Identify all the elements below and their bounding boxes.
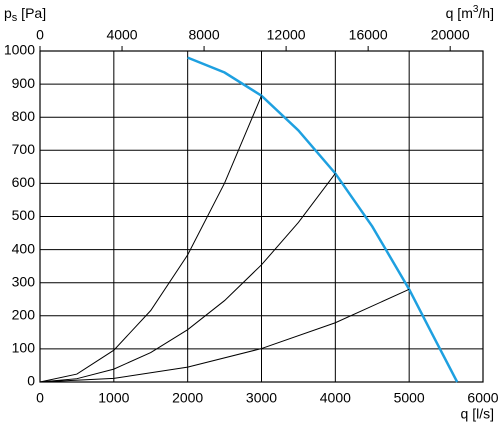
- x2-label-rest: /h]: [478, 5, 494, 21]
- x2-tick-label: 20000: [431, 27, 470, 43]
- y-tick-label: 100: [12, 340, 36, 356]
- system-curve: [39, 173, 336, 383]
- y-label-unit: [Pa]: [17, 5, 46, 21]
- x2-label-sup: 3: [473, 4, 479, 15]
- x2-label-main: q [m: [446, 5, 473, 21]
- y-label-sub: s: [12, 12, 18, 24]
- x-tick-label: 3000: [246, 390, 277, 406]
- x-tick-label: 2000: [172, 390, 203, 406]
- y-tick-label: 900: [12, 75, 36, 91]
- y-tick-label: 500: [12, 207, 36, 223]
- y-tick-label: 600: [12, 174, 36, 190]
- y-tick-label: 700: [12, 141, 36, 157]
- y-label-main: p: [4, 5, 12, 21]
- x2-tick-label: 0: [36, 27, 44, 43]
- y-tick-label: 800: [12, 108, 36, 124]
- x2-axis-label: q [m3/h]: [446, 4, 494, 21]
- y-tick-label: 300: [12, 273, 36, 289]
- x2-tick-label: 12000: [267, 27, 306, 43]
- x-tick-label: 5000: [394, 390, 425, 406]
- plot-frame: [39, 50, 484, 383]
- y-tick-label: 1000: [4, 42, 35, 58]
- system-curve: [39, 288, 410, 383]
- fan-curve: [187, 56, 459, 383]
- y-axis-label: ps [Pa]: [4, 5, 46, 24]
- x-tick-label: 6000: [467, 390, 498, 406]
- x-tick-label: 0: [36, 390, 44, 406]
- system-curve: [39, 95, 262, 383]
- y-tick-label: 0: [27, 373, 35, 389]
- x-tick-label: 1000: [98, 390, 129, 406]
- x2-tick-label: 8000: [188, 27, 219, 43]
- y-tick-label: 200: [12, 307, 36, 323]
- x-axis-label: q [l/s]: [461, 406, 494, 422]
- x2-tick-label: 16000: [349, 27, 388, 43]
- x2-tick-label: 4000: [106, 27, 137, 43]
- x-tick-label: 4000: [320, 390, 351, 406]
- y-tick-label: 400: [12, 240, 36, 256]
